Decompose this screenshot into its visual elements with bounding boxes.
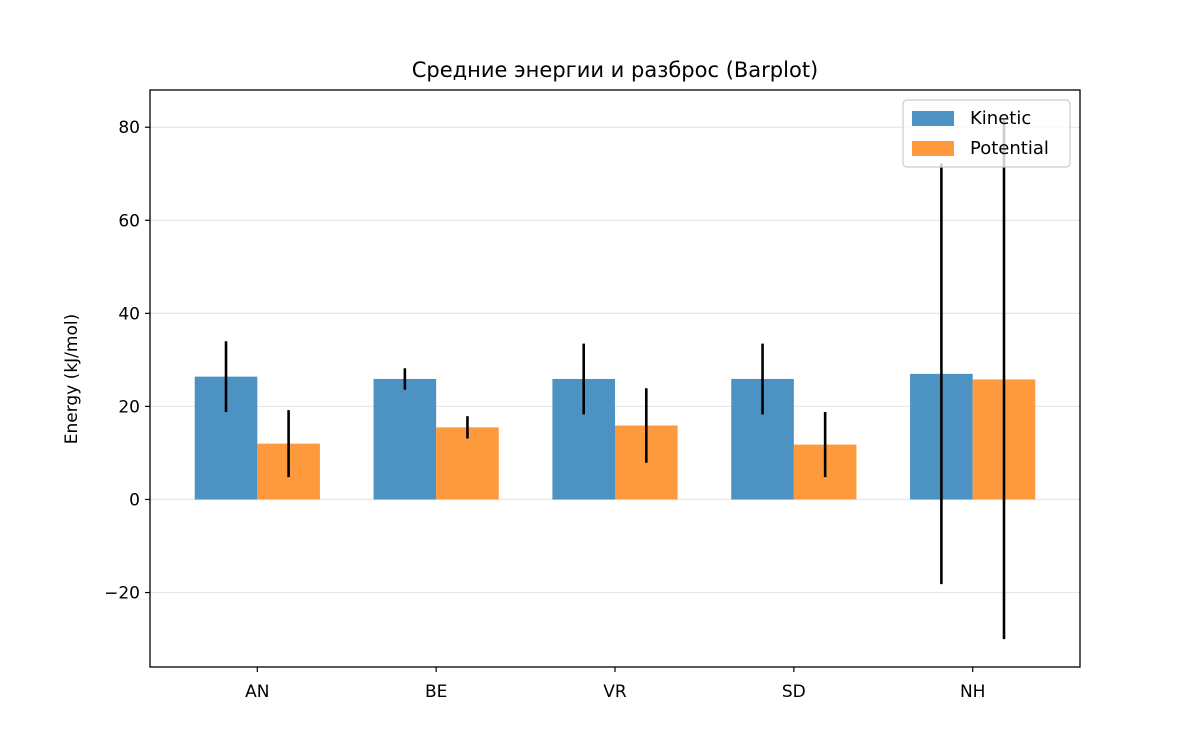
y-tick-label: 80	[118, 118, 140, 138]
x-axis: AN BE VR SD NH	[245, 667, 985, 702]
legend-label: Kinetic	[970, 108, 1031, 129]
legend-label: Potential	[970, 138, 1049, 159]
chart-title: Средние энергии и разброс (Barplot)	[412, 58, 819, 82]
x-tick-label: BE	[425, 682, 447, 702]
y-axis-label: Energy (kJ/mol)	[62, 314, 82, 444]
x-tick-label: VR	[603, 682, 627, 702]
bars	[194, 373, 1036, 500]
x-tick-label: SD	[782, 682, 806, 702]
error-bars	[224, 119, 1006, 640]
legend: Kinetic Potential	[902, 99, 1071, 168]
y-tick-label: −20	[104, 584, 140, 604]
y-tick-label: 20	[118, 397, 140, 417]
y-axis: −20 0 20 40 60 80	[104, 118, 150, 604]
y-tick-label: 0	[129, 490, 140, 510]
legend-swatch	[912, 111, 954, 126]
bar-potential	[436, 427, 499, 500]
x-tick-label: NH	[960, 682, 986, 702]
bar-kinetic	[373, 378, 437, 500]
y-tick-label: 40	[118, 304, 140, 324]
legend-swatch	[912, 141, 954, 156]
x-tick-label: AN	[245, 682, 269, 702]
y-tick-label: 60	[118, 211, 140, 231]
